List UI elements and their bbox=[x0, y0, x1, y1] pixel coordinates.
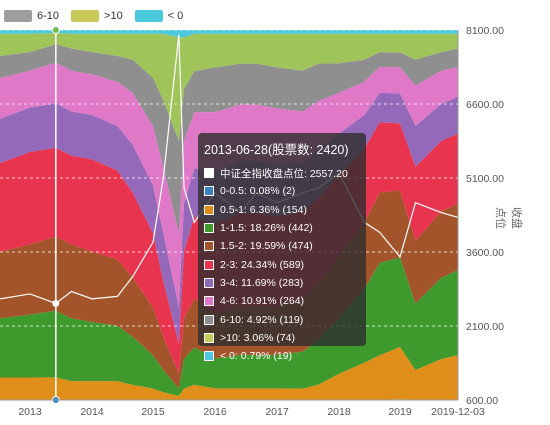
tooltip-row-text: 中证全指收盘点位: 2557.20 bbox=[220, 167, 348, 180]
tooltip-row: 1.5-2: 19.59% (474) bbox=[204, 237, 360, 255]
legend-label: < 0 bbox=[167, 10, 184, 22]
tooltip-row-text: 1-1.5: 18.26% (442) bbox=[220, 222, 313, 235]
area-1-1.5 bbox=[0, 257, 458, 396]
tooltip-row: < 0: 0.79% (19) bbox=[204, 347, 360, 365]
tooltip-row-text: 4-6: 10.91% (264) bbox=[220, 295, 305, 308]
tooltip-swatch bbox=[204, 204, 214, 215]
tooltip-title: 2013-06-28(股票数: 2420) bbox=[204, 143, 349, 157]
tooltip-swatch bbox=[204, 351, 214, 362]
tooltip-swatch bbox=[204, 314, 214, 325]
tooltip-row-text: 0-0.5: 0.08% (2) bbox=[220, 185, 296, 198]
y-tick-label: 8100.00 bbox=[466, 25, 504, 37]
tooltip-swatch bbox=[204, 186, 214, 197]
y-tick-label: 2100.00 bbox=[466, 321, 504, 333]
tooltip-row-text: < 0: 0.79% (19) bbox=[220, 350, 293, 363]
x-tick-label: 2013 bbox=[18, 406, 42, 418]
x-tick-label: 2015 bbox=[141, 406, 165, 418]
tooltip-row: 6-10: 4.92% (119) bbox=[204, 310, 360, 328]
tooltip-row-text: 2-3: 24.34% (589) bbox=[220, 258, 305, 271]
tooltip-row: 中证全指收盘点位: 2557.20 bbox=[204, 164, 360, 182]
y-axis-right: 8100.00 6600.00 5100.00 3600.00 2100.00 600.0… bbox=[457, 25, 504, 407]
y-tick-label: 6600.00 bbox=[466, 99, 504, 111]
legend-item-lt0[interactable]: < 0 bbox=[134, 10, 184, 22]
x-tick-label: 2019 bbox=[388, 406, 412, 418]
tooltip: 2013-06-28(股票数: 2420) 中证全指收盘点位: 2557.20 0… bbox=[198, 133, 366, 362]
tooltip-rows: 中证全指收盘点位: 2557.20 0-0.5: 0.08% (2) 0.5-1: … bbox=[204, 164, 360, 365]
y-tick-label: 3600.00 bbox=[466, 247, 504, 259]
tooltip-swatch bbox=[204, 277, 214, 288]
legend-swatch bbox=[71, 10, 100, 22]
y-tick-label: 600.00 bbox=[466, 395, 498, 407]
tooltip-row: >10: 3.06% (74) bbox=[204, 329, 360, 347]
legend: 6-10 >10 < 0 bbox=[4, 8, 195, 24]
area-4-6 bbox=[0, 62, 458, 308]
tooltip-swatch bbox=[204, 168, 214, 179]
area-1.5-2 bbox=[0, 190, 458, 389]
tooltip-row-text: >10: 3.06% (74) bbox=[220, 331, 296, 344]
y-axis-label: 收盘点位 bbox=[494, 207, 522, 229]
tooltip-row: 0-0.5: 0.08% (2) bbox=[204, 182, 360, 200]
tooltip-row: 3-4: 11.69% (283) bbox=[204, 274, 360, 292]
tooltip-row: 0.5-1: 6.36% (154) bbox=[204, 201, 360, 219]
tooltip-swatch bbox=[204, 241, 214, 252]
legend-item-6-10[interactable]: 6-10 bbox=[4, 10, 59, 22]
tooltip-row: 4-6: 10.91% (264) bbox=[204, 292, 360, 310]
x-tick-label: 2014 bbox=[80, 406, 104, 418]
x-tick-label: 2019-12-03 bbox=[431, 406, 485, 418]
area-6-10 bbox=[0, 44, 458, 234]
tooltip-row: 2-3: 24.34% (589) bbox=[204, 255, 360, 273]
legend-swatch bbox=[4, 10, 32, 22]
crosshair-point bbox=[52, 299, 60, 307]
x-axis: 2013 2014 2015 2016 2017 2018 2019 2019-12-03 bbox=[0, 399, 485, 418]
area->10 bbox=[0, 32, 458, 141]
area-0.5-1 bbox=[0, 347, 458, 400]
tooltip-row-text: 3-4: 11.69% (283) bbox=[220, 276, 304, 289]
tooltip-swatch bbox=[204, 332, 214, 343]
y-tick-label: 5100.00 bbox=[466, 173, 504, 185]
x-tick-label: 2018 bbox=[327, 406, 351, 418]
legend-swatch bbox=[134, 10, 163, 22]
area-< 0 bbox=[0, 30, 458, 38]
tooltip-row: 1-1.5: 18.26% (442) bbox=[204, 219, 360, 237]
tooltip-swatch bbox=[204, 296, 214, 307]
x-tick-label: 2017 bbox=[265, 406, 289, 418]
legend-item-gt10[interactable]: >10 bbox=[71, 10, 123, 22]
tooltip-swatch bbox=[204, 223, 214, 234]
tooltip-row-text: 1.5-2: 19.59% (474) bbox=[220, 240, 313, 253]
legend-label: >10 bbox=[104, 10, 123, 22]
crosshair-handle-top[interactable] bbox=[51, 26, 60, 34]
tooltip-swatch bbox=[204, 259, 214, 270]
x-tick-label: 2016 bbox=[203, 406, 227, 418]
tooltip-row-text: 0.5-1: 6.36% (154) bbox=[220, 203, 307, 216]
legend-label: 6-10 bbox=[37, 10, 60, 22]
tooltip-row-text: 6-10: 4.92% (119) bbox=[220, 313, 304, 326]
